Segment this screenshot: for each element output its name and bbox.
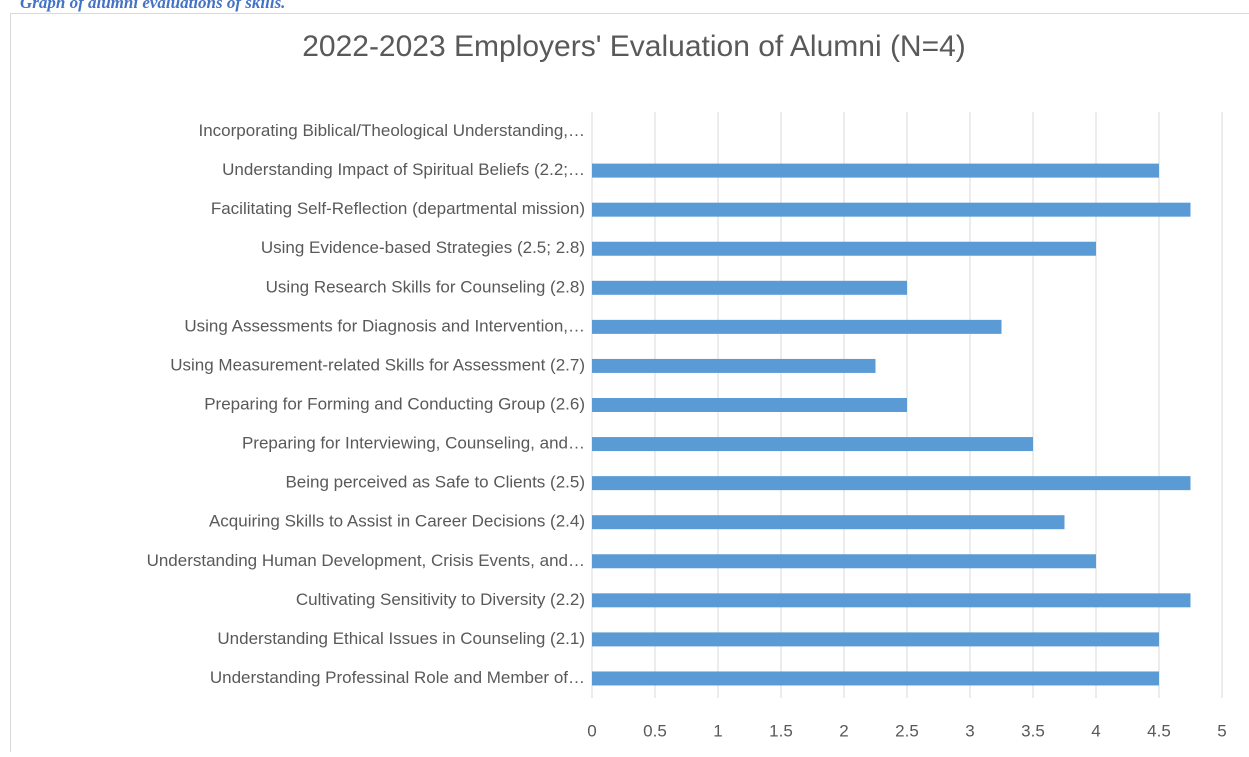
y-tick-label: Understanding Ethical Issues in Counseli…: [217, 629, 585, 648]
bar: [592, 632, 1159, 646]
y-tick-label: Being perceived as Safe to Clients (2.5): [285, 473, 585, 492]
x-tick-label: 0.5: [643, 721, 667, 740]
x-tick-label: 4: [1091, 721, 1100, 740]
y-tick-label: Cultivating Sensitivity to Diversity (2.…: [296, 590, 585, 609]
bar: [592, 515, 1065, 529]
x-tick-label: 2: [839, 721, 848, 740]
x-tick-label: 4.5: [1147, 721, 1171, 740]
bar: [592, 671, 1159, 685]
y-tick-label: Using Evidence-based Strategies (2.5; 2.…: [261, 238, 585, 257]
bar: [592, 476, 1191, 490]
y-tick-label: Facilitating Self-Reflection (department…: [211, 199, 585, 218]
y-tick-label: Preparing for Interviewing, Counseling, …: [242, 434, 585, 453]
bar: [592, 203, 1191, 217]
x-tick-label: 3: [965, 721, 974, 740]
x-tick-label: 2.5: [895, 721, 919, 740]
bar: [592, 320, 1002, 334]
chart-title: 2022-2023 Employers' Evaluation of Alumn…: [302, 30, 966, 63]
bar: [592, 437, 1033, 451]
y-tick-label: Understanding Professinal Role and Membe…: [210, 668, 585, 687]
y-tick-label: Acquiring Skills to Assist in Career Dec…: [209, 512, 585, 531]
bar: [592, 554, 1096, 568]
bar: [592, 281, 907, 295]
bar: [592, 398, 907, 412]
x-tick-label: 5: [1217, 721, 1226, 740]
bar: [592, 359, 876, 373]
y-tick-label: Using Measurement-related Skills for Ass…: [170, 355, 585, 374]
y-tick-label: Using Assessments for Diagnosis and Inte…: [184, 316, 585, 335]
y-tick-label: Preparing for Forming and Conducting Gro…: [204, 394, 585, 413]
x-tick-label: 1: [713, 721, 722, 740]
y-tick-label: Incorporating Biblical/Theological Under…: [199, 121, 586, 140]
bar: [592, 242, 1096, 256]
x-tick-label: 1.5: [769, 721, 793, 740]
bar: [592, 593, 1191, 607]
y-tick-label: Using Research Skills for Counseling (2.…: [266, 277, 585, 296]
y-tick-label: Understanding Human Development, Crisis …: [147, 551, 585, 570]
caption: Graph of alumni evaluations of skills.: [20, 0, 285, 12]
bar: [592, 164, 1159, 178]
x-tick-label: 0: [587, 721, 596, 740]
x-tick-label: 3.5: [1021, 721, 1045, 740]
y-tick-label: Understanding Impact of Spiritual Belief…: [222, 160, 585, 179]
